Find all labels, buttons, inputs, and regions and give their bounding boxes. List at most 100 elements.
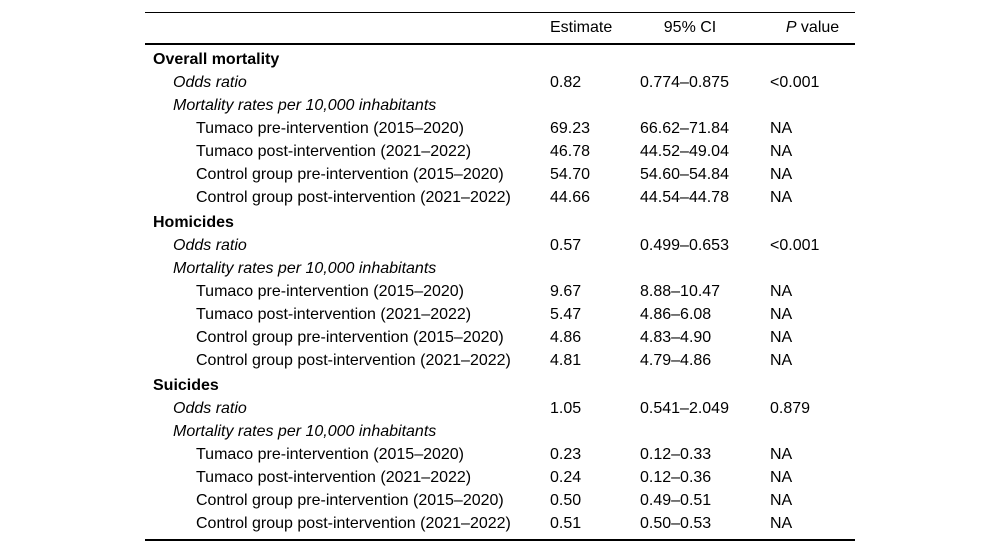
table-row: Control group post-intervention (2021–20… [145,186,855,209]
header-ci-label: 95% CI [663,19,717,36]
estimate-value [550,94,640,117]
table-row: Mortality rates per 10,000 inhabitants [145,420,855,443]
estimate-value: 9.67 [550,283,582,300]
ci-value: 54.60–54.84 [640,166,729,183]
pvalue-value [770,257,855,280]
table-row: Odds ratio 1.05 0.541–2.049 0.879 [145,397,855,420]
estimate-value: 46.78 [550,143,591,160]
pvalue-value [770,211,855,234]
results-table: Estimate 95% CI P value Overall mortalit… [145,12,855,541]
ci-value [640,374,770,397]
pvalue-value: NA [770,352,793,369]
table-row: Control group pre-intervention (2015–202… [145,489,855,512]
pvalue-value: NA [770,515,793,532]
pvalue-value: NA [770,143,793,160]
pvalue-value: NA [770,492,793,509]
ci-value: 4.79–4.86 [640,352,712,369]
section-row: Homicides [145,211,855,234]
ci-value: 0.50–0.53 [640,515,712,532]
row-label: Control group post-intervention (2021–20… [196,515,511,532]
table-row: Control group post-intervention (2021–20… [145,349,855,372]
pvalue-value: NA [770,329,793,346]
ci-value: 66.62–71.84 [640,120,729,137]
ci-value [640,420,770,443]
pvalue-value [770,420,855,443]
pvalue-value: NA [770,120,793,137]
estimate-value: 4.81 [550,352,582,369]
estimate-value [550,48,640,71]
row-label: Odds ratio [173,74,247,91]
row-label: Control group pre-intervention (2015–202… [196,166,504,183]
pvalue-value [770,94,855,117]
estimate-value: 4.86 [550,329,582,346]
table-row: Tumaco post-intervention (2021–2022) 5.47… [145,303,855,326]
section-title: Overall mortality [153,51,280,68]
table-row: Odds ratio 0.57 0.499–0.653 <0.001 [145,234,855,257]
row-label: Tumaco pre-intervention (2015–2020) [196,120,465,137]
ci-value: 0.12–0.36 [640,469,712,486]
row-label: Mortality rates per 10,000 inhabitants [173,97,437,114]
section-row: Suicides [145,374,855,397]
section-title: Suicides [153,377,219,394]
pvalue-value: NA [770,283,793,300]
row-label: Tumaco pre-intervention (2015–2020) [196,283,465,300]
pvalue-value: <0.001 [770,74,820,91]
table-row: Tumaco pre-intervention (2015–2020) 0.23 0… [145,443,855,466]
row-label: Control group post-intervention (2021–20… [196,352,511,369]
ci-value: 8.88–10.47 [640,283,721,300]
table-row: Tumaco pre-intervention (2015–2020) 69.23… [145,117,855,140]
ci-value: 44.52–49.04 [640,143,729,160]
ci-value [640,94,770,117]
table-row: Control group post-intervention (2021–20… [145,512,855,535]
table-row: Tumaco post-intervention (2021–2022) 0.24… [145,466,855,489]
ci-value: 0.774–0.875 [640,74,729,91]
row-label: Tumaco pre-intervention (2015–2020) [196,446,465,463]
header-pvalue-rest: value [796,19,840,36]
ci-value: 0.49–0.51 [640,492,712,509]
ci-value [640,48,770,71]
ci-value [640,257,770,280]
pvalue-value: 0.879 [770,400,811,417]
ci-value [640,211,770,234]
ci-value: 4.86–6.08 [640,306,712,323]
estimate-value: 0.50 [550,492,582,509]
row-label: Tumaco post-intervention (2021–2022) [196,469,472,486]
estimate-value: 69.23 [550,120,591,137]
row-label: Tumaco post-intervention (2021–2022) [196,306,472,323]
section-title: Homicides [153,214,234,231]
header-pvalue: P value [770,19,855,37]
row-label: Odds ratio [173,237,247,254]
ci-value: 44.54–44.78 [640,189,729,206]
estimate-value: 0.51 [550,515,582,532]
estimate-value: 0.82 [550,74,582,91]
table-row: Control group pre-intervention (2015–202… [145,326,855,349]
row-label: Tumaco post-intervention (2021–2022) [196,143,472,160]
table-body: Overall mortality Odds ratio 0.82 0.774–0.8… [145,45,855,541]
ci-value: 0.12–0.33 [640,446,712,463]
header-ci: 95% CI [640,19,770,37]
header-pvalue-p: P [785,19,797,36]
estimate-value: 5.47 [550,306,582,323]
pvalue-value: NA [770,306,793,323]
estimate-value [550,420,640,443]
pvalue-value [770,48,855,71]
table-row: Mortality rates per 10,000 inhabitants [145,94,855,117]
row-label: Mortality rates per 10,000 inhabitants [173,260,437,277]
table-row: Control group pre-intervention (2015–202… [145,163,855,186]
row-label: Mortality rates per 10,000 inhabitants [173,423,437,440]
pvalue-value: NA [770,166,793,183]
pvalue-value [770,374,855,397]
row-label: Odds ratio [173,400,247,417]
estimate-value [550,257,640,280]
section-row: Overall mortality [145,48,855,71]
table-row: Tumaco pre-intervention (2015–2020) 9.67 8… [145,280,855,303]
ci-value: 4.83–4.90 [640,329,712,346]
estimate-value: 44.66 [550,189,591,206]
pvalue-value: NA [770,189,793,206]
row-label: Control group post-intervention (2021–20… [196,189,511,206]
pvalue-value: NA [770,469,793,486]
estimate-value: 0.57 [550,237,582,254]
pvalue-value: NA [770,446,793,463]
table-row: Mortality rates per 10,000 inhabitants [145,257,855,280]
row-label: Control group pre-intervention (2015–202… [196,329,504,346]
